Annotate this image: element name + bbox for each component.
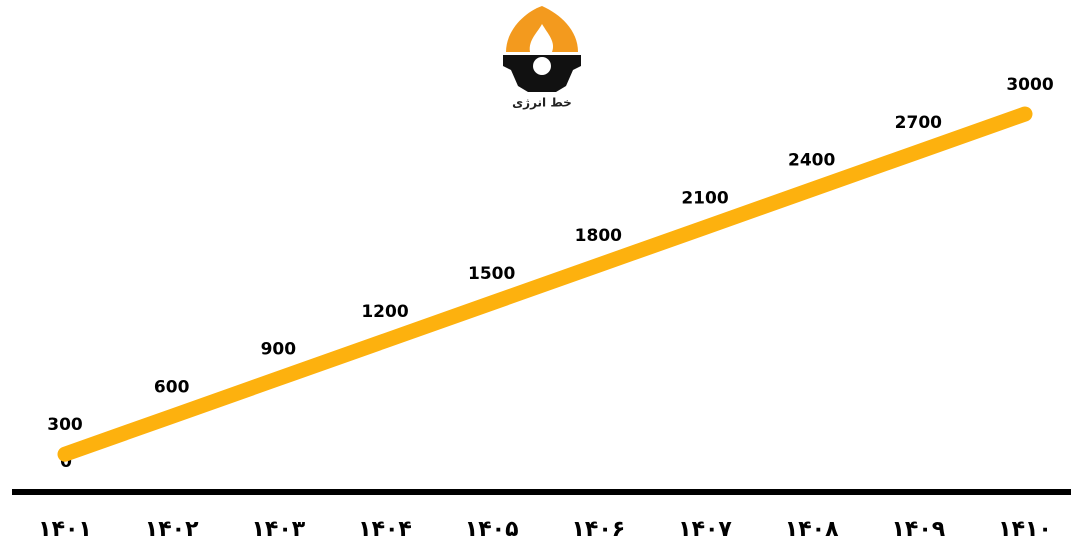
data-label: 1500 xyxy=(468,264,515,284)
x-tick-label: ۱۴۰۳ xyxy=(251,517,305,542)
logo-gear-hole xyxy=(533,57,551,75)
logo-flame-inner xyxy=(529,24,554,52)
data-label: 2400 xyxy=(788,151,835,171)
logo-text: خط انرژی xyxy=(512,96,572,110)
data-label: 1200 xyxy=(361,302,408,322)
x-tick-label: ۱۴۰۶ xyxy=(571,517,625,542)
logo: خط انرژی xyxy=(503,6,581,110)
data-label: 3000 xyxy=(1006,75,1053,95)
data-label: 2100 xyxy=(681,188,728,208)
x-tick-label: ۱۴۰۱ xyxy=(38,517,92,542)
data-label: 300 xyxy=(47,415,83,435)
data-label: 1800 xyxy=(575,226,622,246)
line xyxy=(57,106,1033,462)
data-label: 2700 xyxy=(895,113,942,133)
x-tick-label: ۱۴۰۵ xyxy=(465,517,519,542)
x-tick-label: ۱۴۰۴ xyxy=(358,517,412,542)
x-tick-label: ۱۴۰۲ xyxy=(145,517,199,542)
x-tick-label: ۱۴۰۸ xyxy=(785,517,839,542)
x-tick-label: ۱۴۰۷ xyxy=(678,517,732,542)
x-tick-label: ۱۴۱۰ xyxy=(998,517,1052,542)
x-tick-label: ۱۴۰۹ xyxy=(891,517,945,542)
data-label: 600 xyxy=(154,377,190,397)
data-label: 900 xyxy=(261,340,297,360)
x-axis-line xyxy=(12,489,1071,495)
